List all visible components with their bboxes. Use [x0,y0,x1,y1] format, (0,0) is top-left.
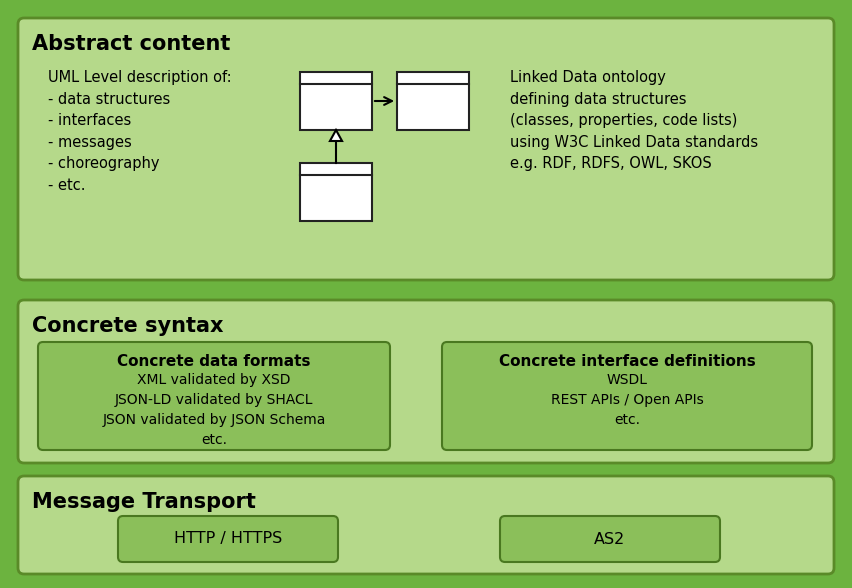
Text: XML validated by XSD
JSON-LD validated by SHACL
JSON validated by JSON Schema
et: XML validated by XSD JSON-LD validated b… [102,373,325,447]
FancyBboxPatch shape [18,476,834,574]
Text: HTTP / HTTPS: HTTP / HTTPS [174,532,282,546]
FancyBboxPatch shape [18,300,834,463]
Polygon shape [330,130,342,141]
Text: Concrete syntax: Concrete syntax [32,316,223,336]
FancyBboxPatch shape [397,72,469,130]
Text: Abstract content: Abstract content [32,34,230,54]
Text: UML Level description of:
- data structures
- interfaces
- messages
- choreograp: UML Level description of: - data structu… [48,70,232,193]
FancyBboxPatch shape [18,18,834,280]
Text: Concrete data formats: Concrete data formats [118,354,311,369]
FancyBboxPatch shape [300,163,372,221]
Text: Message Transport: Message Transport [32,492,256,512]
FancyBboxPatch shape [500,516,720,562]
Text: AS2: AS2 [595,532,625,546]
FancyBboxPatch shape [38,342,390,450]
FancyBboxPatch shape [442,342,812,450]
Text: Concrete interface definitions: Concrete interface definitions [498,354,756,369]
FancyBboxPatch shape [118,516,338,562]
Text: Linked Data ontology
defining data structures
(classes, properties, code lists)
: Linked Data ontology defining data struc… [510,70,758,171]
FancyBboxPatch shape [300,72,372,130]
Text: WSDL
REST APIs / Open APIs
etc.: WSDL REST APIs / Open APIs etc. [550,373,704,427]
